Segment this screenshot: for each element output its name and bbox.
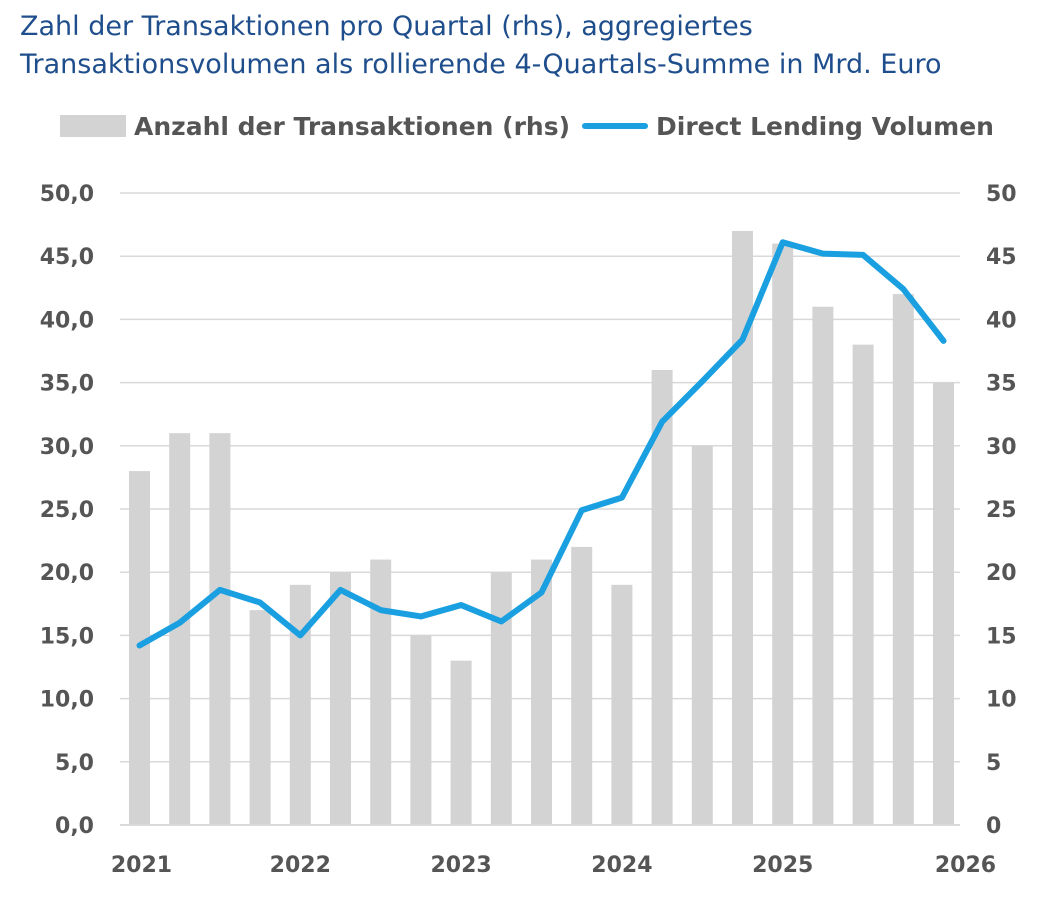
chart-title-line-1: Zahl der Transaktionen pro Quartal (rhs)…: [20, 11, 753, 42]
left-axis-tick-label: 50,0: [40, 182, 94, 207]
bar: [450, 660, 472, 825]
right-axis-tick-label: 35: [986, 372, 1017, 397]
bar: [691, 445, 713, 825]
legend-line-swatch: [582, 123, 649, 129]
bar: [490, 572, 512, 825]
bar: [892, 294, 914, 825]
bar: [571, 546, 593, 825]
x-axis-tick-label: 2023: [430, 853, 491, 878]
bar: [330, 572, 351, 825]
left-axis-tick-label: 40,0: [40, 308, 94, 333]
right-axis-tick-label: 20: [986, 561, 1017, 586]
chart-title-line-2: Transaktionsvolumen als rollierende 4-Qu…: [20, 49, 942, 80]
bar: [852, 344, 874, 825]
right-axis-tick-label: 5: [986, 751, 1001, 776]
legend-bar-label: Anzahl der Transaktionen (rhs): [134, 111, 571, 141]
bar: [249, 610, 271, 825]
left-axis-tick-label: 25,0: [40, 498, 94, 523]
bar: [933, 382, 954, 825]
right-axis-tick-label: 10: [986, 688, 1017, 713]
bar: [169, 433, 191, 825]
bar-series: [129, 230, 954, 826]
right-axis-tick-label: 50: [986, 182, 1017, 207]
x-axis-tick-label: 2026: [935, 853, 996, 878]
axes: 0,05,010,015,020,025,030,035,040,045,050…: [40, 182, 1017, 878]
bar: [209, 433, 231, 825]
bar: [611, 584, 633, 825]
legend-line-label: Direct Lending Volumen: [656, 111, 994, 141]
left-axis-tick-label: 15,0: [40, 624, 94, 649]
x-axis-tick-label: 2021: [111, 853, 172, 878]
left-axis-tick-label: 5,0: [55, 751, 94, 776]
left-axis-tick-label: 35,0: [40, 372, 94, 397]
left-axis-tick-label: 30,0: [40, 435, 94, 460]
chart-title: Zahl der Transaktionen pro Quartal (rhs)…: [20, 8, 1040, 84]
right-axis-tick-label: 30: [986, 435, 1017, 460]
x-axis-tick-label: 2022: [270, 853, 331, 878]
bar: [651, 369, 673, 825]
right-axis-tick-label: 0: [986, 814, 1001, 839]
x-axis-tick-label: 2025: [752, 853, 813, 878]
bar: [531, 559, 552, 825]
right-axis-tick-label: 15: [986, 624, 1017, 649]
bar: [732, 230, 753, 826]
right-axis-tick-label: 25: [986, 498, 1017, 523]
chart-legend: Anzahl der Transaktionen (rhs) Direct Le…: [60, 106, 994, 146]
bar: [410, 635, 432, 825]
left-axis-tick-label: 20,0: [40, 561, 94, 586]
bar: [812, 306, 834, 825]
left-axis-tick-label: 10,0: [40, 688, 94, 713]
legend-bar-swatch: [60, 115, 126, 137]
right-axis-tick-label: 45: [986, 245, 1017, 270]
x-axis-tick-label: 2024: [591, 853, 652, 878]
left-axis-tick-label: 0,0: [55, 814, 94, 839]
left-axis-tick-label: 45,0: [40, 245, 94, 270]
right-axis-tick-label: 40: [986, 308, 1017, 333]
bar: [370, 559, 392, 825]
bar: [772, 243, 794, 825]
line-series: [136, 239, 947, 649]
bar: [289, 584, 311, 825]
direct-lending-line: [136, 239, 947, 649]
